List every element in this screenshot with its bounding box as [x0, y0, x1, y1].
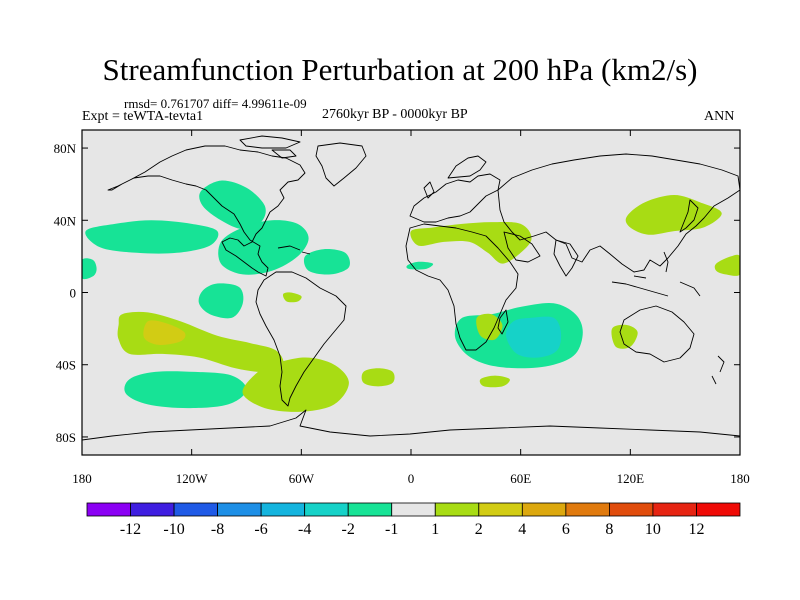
colorbar-label-10: 6 [562, 521, 570, 538]
colorbar-box-13 [652, 502, 697, 517]
coast-indonesia [611, 275, 701, 297]
colorbar-box-11 [565, 502, 610, 517]
colorbar-box-5 [304, 502, 349, 517]
colorbar: -12 -10 -8 -6 -4 -2 -1 1 2 4 6 8 10 12 [86, 502, 741, 538]
colorbar-label-5: -2 [342, 521, 355, 538]
colorbar-box-1 [130, 502, 175, 517]
y-tick-label-1: 40N [54, 213, 77, 228]
coast-greenland [315, 142, 367, 187]
anomaly-north-pacific-east [85, 220, 219, 254]
x-tick-label-6: 180 [730, 471, 750, 486]
coast-caribbean [277, 245, 311, 255]
anomaly-north-africa-west-small [406, 261, 434, 270]
colorbar-label-13: 12 [689, 521, 705, 538]
colorbar-label-1: -10 [163, 521, 184, 538]
y-tick-label-0: 80N [54, 141, 77, 156]
colorbar-box-6 [347, 502, 393, 517]
anomaly-north-africa-middle-east [410, 221, 532, 264]
colorbar-box-14 [696, 502, 741, 517]
colorbar-box-4 [260, 502, 306, 517]
anomaly-gulf-of-mexico [218, 220, 309, 275]
x-tick-label-3: 0 [408, 471, 415, 486]
coast-arctic-islands [239, 135, 301, 159]
anomaly-south-atlantic-small [361, 368, 395, 387]
x-tick-label-0: 180 [72, 471, 92, 486]
coast-madagascar [497, 309, 509, 335]
coast-india [553, 239, 579, 277]
colorbar-box-8 [434, 502, 480, 517]
coastlines [82, 135, 740, 441]
colorbar-box-9 [478, 502, 523, 517]
coast-philippines [663, 251, 669, 273]
coast-antarctica [82, 409, 740, 441]
x-tick-label-5: 120E [617, 471, 645, 486]
anomaly-central-atlantic [303, 249, 350, 275]
anomaly-south-atlantic-patagonia [242, 357, 349, 412]
coast-british-isles [423, 181, 435, 199]
coast-australia [619, 305, 695, 363]
coast-north-america [107, 145, 306, 277]
season-text: ANN [704, 109, 735, 124]
anomaly-equatorial-east-pacific-dot [282, 292, 302, 303]
axis-layer: 180 120W 60W 0 60E 120E 180 80N 40N 0 40S 80S [54, 130, 750, 486]
colorbar-label-6: -1 [385, 521, 398, 538]
anomaly-layer [82, 180, 740, 412]
anomaly-southern-indian-small [479, 375, 510, 388]
y-tick-label-2: 0 [70, 286, 77, 301]
experiment-text: Expt = teWTA-tevta1 [82, 109, 204, 124]
coast-europe [409, 173, 501, 223]
coast-africa [405, 223, 519, 351]
colorbar-label-2: -8 [211, 521, 224, 538]
colorbar-label-9: 4 [518, 521, 526, 538]
colorbar-box-7 [391, 502, 436, 517]
coast-scandinavia [447, 155, 487, 179]
colorbar-label-4: -4 [298, 521, 311, 538]
stats-text: rmsd= 0.761707 diff= 4.99611e-09 [124, 96, 307, 111]
anomaly-south-pacific-southern [124, 371, 247, 409]
period-text: 2760kyr BP - 0000kyr BP [322, 107, 468, 122]
colorbar-label-11: 8 [605, 521, 613, 538]
coast-new-zealand [711, 355, 725, 385]
anomaly-central-pacific-dateline [714, 254, 740, 276]
colorbar-label-3: -6 [254, 521, 267, 538]
colorbar-box-3 [217, 502, 262, 517]
anomaly-east-pacific-small [198, 283, 244, 319]
colorbar-label-8: 2 [475, 521, 483, 538]
chart-title: Streamfunction Perturbation at 200 hPa (… [102, 52, 698, 87]
coast-arabia [503, 231, 541, 263]
coast-asia [497, 153, 740, 273]
colorbar-box-2 [173, 502, 219, 517]
colorbar-box-0 [86, 502, 131, 517]
colorbar-label-0: -12 [120, 521, 141, 538]
anomaly-australia-west [611, 324, 638, 349]
anomaly-north-atlantic-west [199, 180, 266, 230]
y-tick-label-3: 40S [56, 358, 76, 373]
colorbar-box-10 [521, 502, 567, 517]
colorbar-box-12 [609, 502, 654, 517]
anomaly-madagascar-ridge [476, 313, 503, 341]
colorbar-label-7: 1 [431, 521, 439, 538]
x-tick-label-2: 60W [289, 471, 315, 486]
colorbar-label-12: 10 [645, 521, 661, 538]
coast-south-america [255, 271, 347, 407]
anomaly-west-pacific-dateline [82, 258, 97, 280]
x-tick-label-1: 120W [176, 471, 209, 486]
x-tick-label-4: 60E [510, 471, 531, 486]
anomaly-south-indian-ocean-core [505, 316, 562, 358]
y-tick-label-4: 80S [56, 430, 76, 445]
anomaly-south-pacific-core [143, 320, 186, 346]
coast-japan [679, 199, 699, 233]
